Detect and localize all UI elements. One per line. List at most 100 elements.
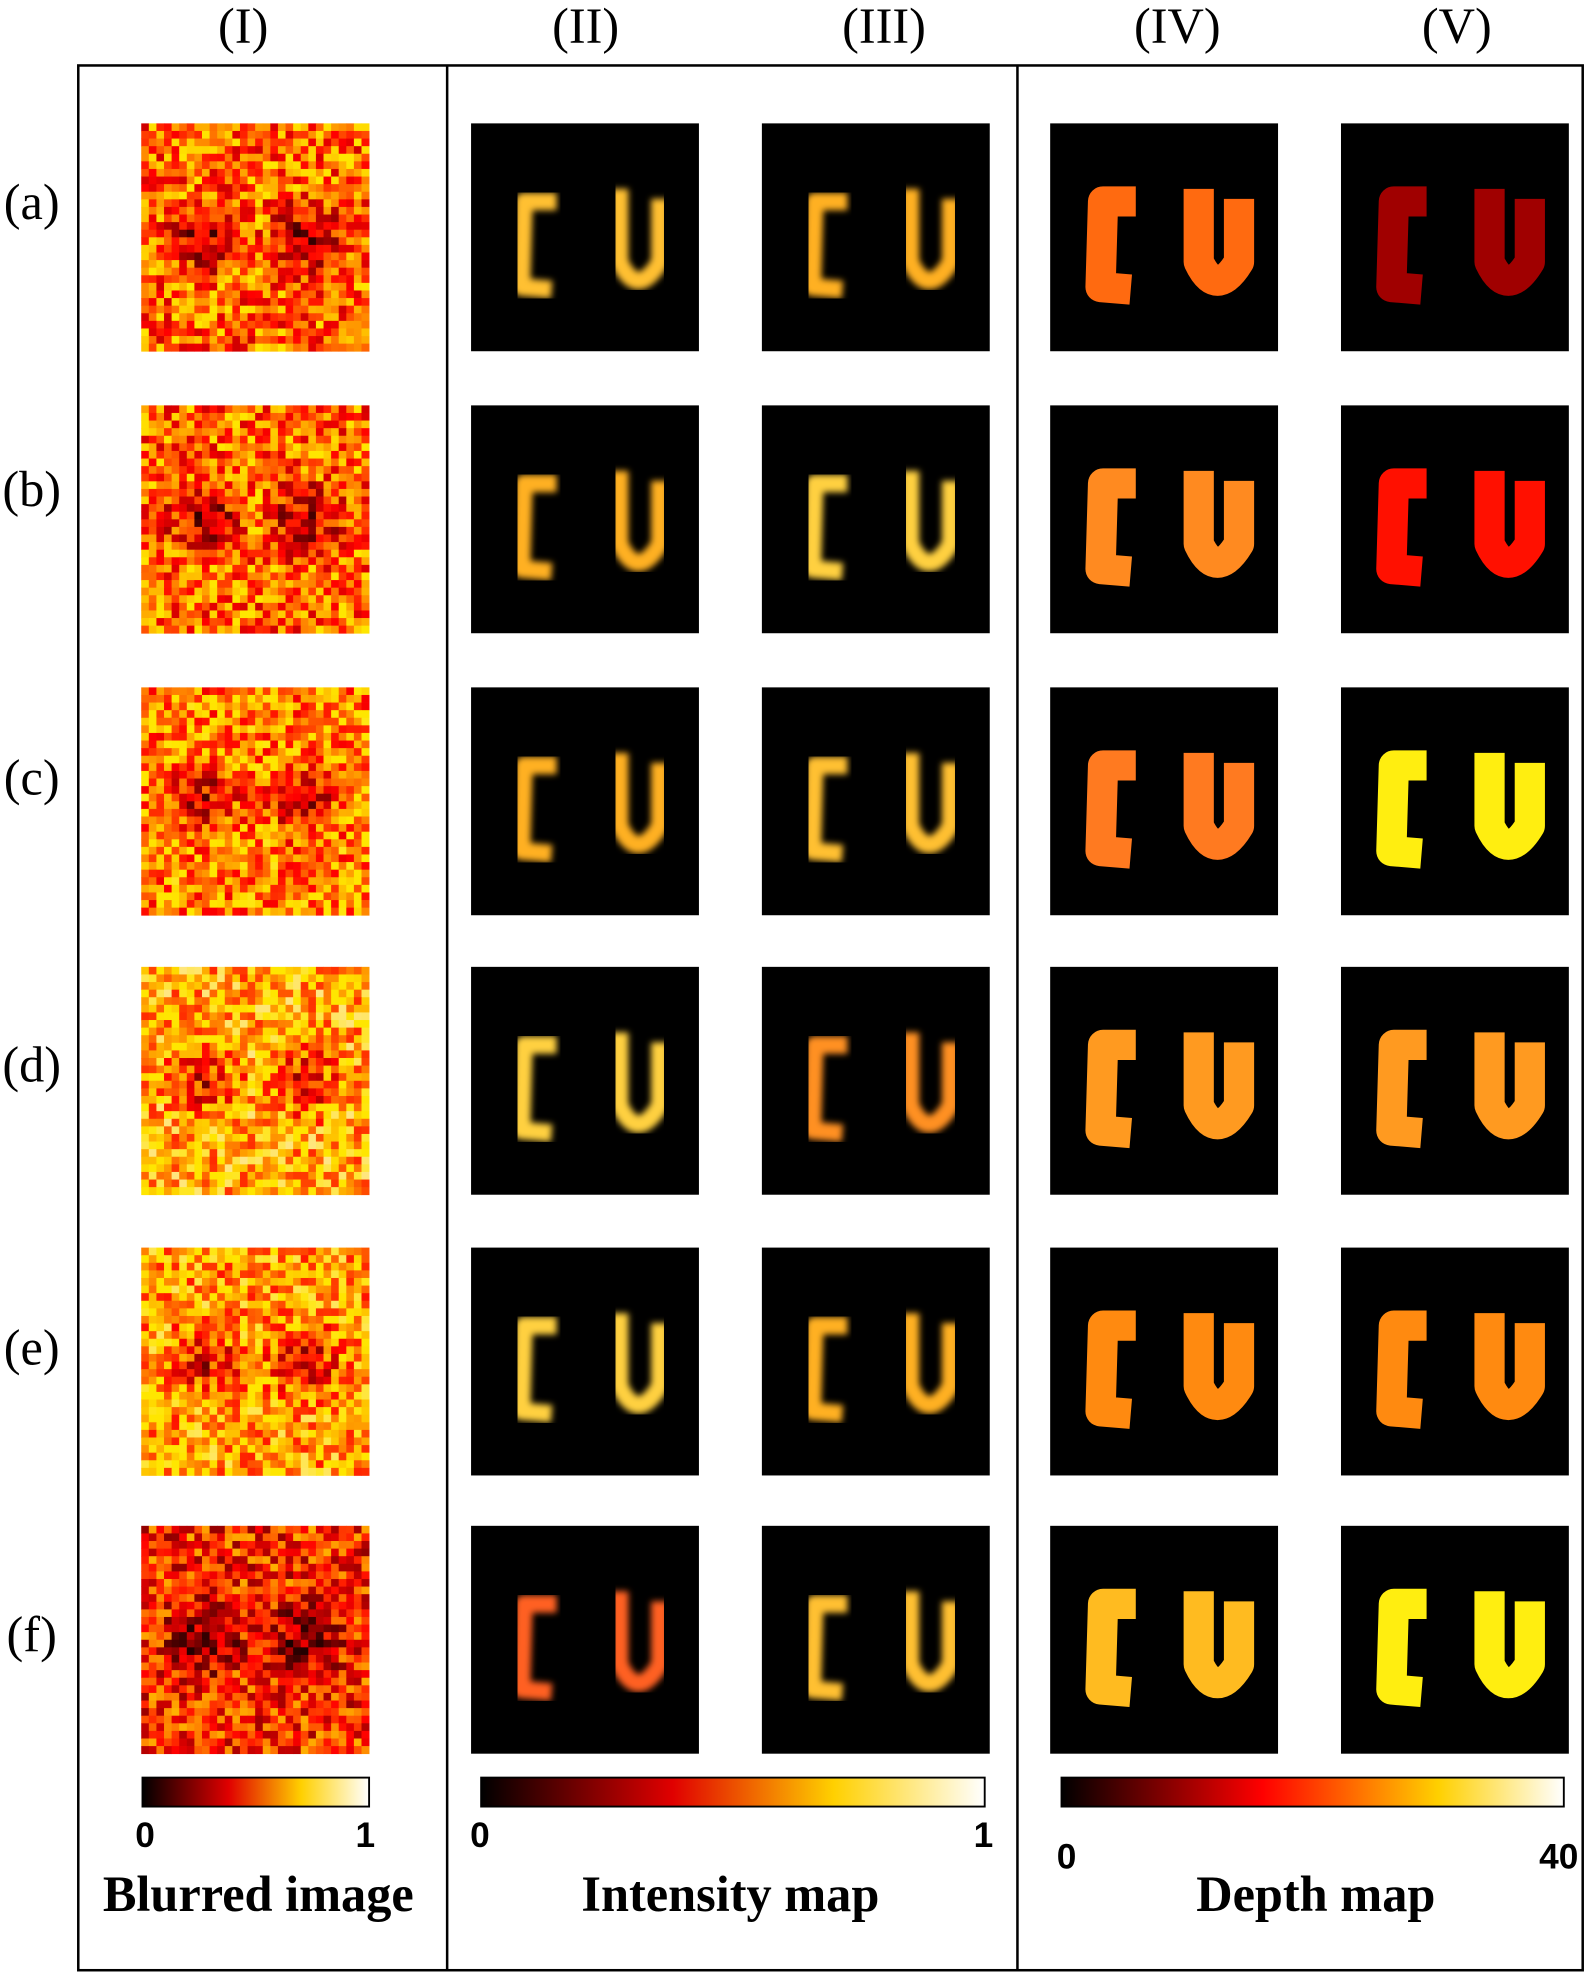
pixel [323,1141,332,1150]
pixel [156,982,165,991]
pixel [331,267,340,276]
pixel [277,587,286,596]
pixel [346,1437,355,1446]
pixel [194,123,203,132]
pixel [217,557,226,566]
pixel [315,732,324,741]
pixel [148,587,157,596]
pixel [308,488,317,497]
pixel [224,1594,233,1603]
pixel [353,222,362,231]
pixel [186,252,195,261]
pixel [148,1391,157,1400]
pixel [361,1315,370,1324]
pixel [194,1088,203,1097]
pixel [361,534,370,543]
pixel [171,1027,180,1036]
pixel [308,1164,317,1173]
pixel [285,564,294,573]
pixel [224,1293,233,1302]
pixel [232,1369,241,1378]
pixel [217,443,226,452]
pixel [346,974,355,983]
pixel [308,1601,317,1610]
pixel [194,405,203,414]
pixel [209,587,218,596]
pixel [300,336,309,345]
pixel [148,1126,157,1135]
pixel [353,1594,362,1603]
pixel [300,153,309,162]
pixel [209,450,218,459]
pixel [277,702,286,711]
pixel [262,892,271,901]
pixel [300,458,309,467]
pixel [361,1285,370,1294]
pixel [300,1156,309,1165]
pixel [300,1460,309,1469]
pixel [247,473,256,482]
pixel [346,1012,355,1021]
pixel [209,1594,218,1603]
pixel [346,1533,355,1542]
pixel [179,1609,188,1618]
pixel [315,1346,324,1355]
pixel [293,1460,302,1469]
pixel [331,740,340,749]
pixel [293,793,302,802]
pixel [148,1012,157,1021]
pixel [270,1293,279,1302]
pixel [239,450,248,459]
pixel [300,755,309,764]
pixel [224,176,233,185]
pixel [270,275,279,284]
pixel [156,176,165,185]
pixel [239,1293,248,1302]
pixel [331,1179,340,1188]
pixel [239,252,248,261]
pixel [353,1293,362,1302]
pixel [217,808,226,817]
pixel [323,267,332,276]
pixel [179,1376,188,1385]
pixel [186,1012,195,1021]
pixel [141,298,150,307]
pixel [315,1164,324,1173]
pixel [209,412,218,421]
pixel [232,1533,241,1542]
pixel [141,222,150,231]
pixel [285,405,294,414]
pixel [323,1361,332,1370]
pixel [164,1293,172,1302]
pixel [315,1111,324,1120]
pixel [270,123,279,132]
pixel [353,625,362,634]
pixel [270,206,279,215]
pixel [361,1467,370,1476]
pixel [239,1414,248,1423]
pixel [164,1541,172,1549]
pixel [247,580,256,589]
pixel [262,1369,271,1378]
pixel [293,1376,302,1385]
pixel [353,1391,362,1400]
pixel [353,496,362,505]
pixel [224,161,233,170]
pixel [331,793,340,802]
pixel [186,1616,195,1625]
pixel [179,717,188,726]
pixel [331,877,340,886]
pixel [255,1422,264,1431]
pixel [270,1556,279,1565]
pixel [209,1027,218,1036]
pixel [300,222,309,231]
pixel [255,511,264,520]
pixel [232,694,241,703]
pixel [270,1437,279,1446]
pixel [308,1331,317,1340]
pixel [277,343,286,352]
pixel [346,846,355,855]
pixel [148,1422,157,1431]
pixel [247,1571,256,1580]
pixel [315,702,324,711]
